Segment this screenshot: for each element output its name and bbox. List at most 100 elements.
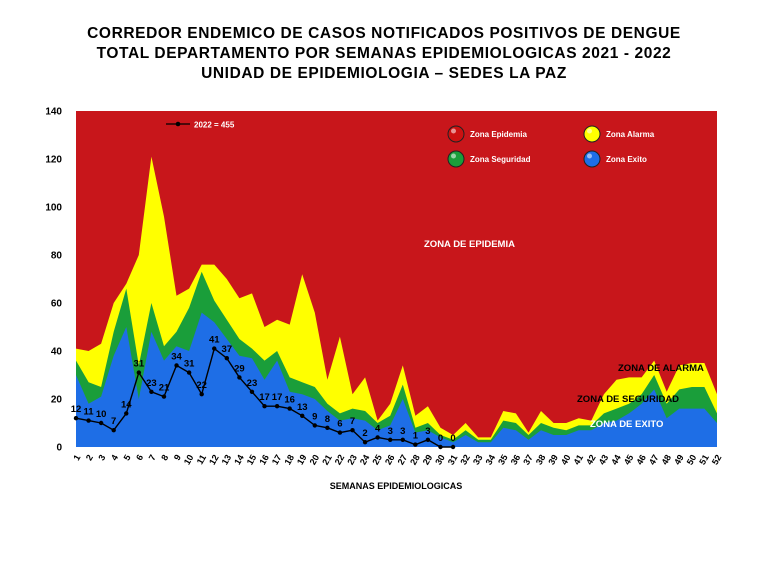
series-legend-label: 2022 = 455 (194, 121, 235, 130)
series-2022-data-label: 0 (450, 433, 455, 444)
x-tick-label: 25 (370, 453, 384, 467)
zone-exito-label: ZONA DE EXITO (590, 419, 663, 430)
title-line-3: UNIDAD DE EPIDEMIOLOGIA – SEDES LA PAZ (201, 65, 567, 82)
series-legend-marker (175, 121, 181, 127)
series-2022-point (199, 392, 204, 397)
series-2022-point (350, 428, 355, 433)
series-2022-point (325, 425, 330, 430)
x-tick-label: 18 (282, 453, 296, 467)
x-tick-label: 16 (257, 453, 271, 467)
series-2022-data-label: 21 (159, 383, 170, 394)
legend-swatch (447, 150, 465, 168)
x-tick-label: 22 (333, 453, 347, 467)
series-2022-point (124, 411, 129, 416)
x-tick-label: 17 (270, 453, 284, 467)
series-2022-point (312, 423, 318, 428)
y-tick-label: 100 (45, 203, 62, 214)
x-tick-label: 12 (207, 453, 221, 467)
series-2022-data-label: 7 (350, 416, 355, 427)
series-2022-point (237, 375, 242, 380)
x-tick-label: 43 (597, 453, 611, 467)
series-2022-point (224, 356, 230, 361)
series-2022-data-label: 4 (375, 423, 381, 434)
series-2022-data-label: 17 (259, 392, 270, 403)
series-2022-data-label: 2 (362, 428, 367, 439)
series-2022-point (86, 418, 91, 423)
chart-title: CORREDOR ENDEMICO DE CASOS NOTIFICADOS P… (0, 24, 768, 84)
legend-item: Zona Alarma (583, 125, 655, 143)
series-2022-data-label: 7 (111, 416, 116, 427)
series-2022-data-label: 37 (222, 344, 233, 355)
series-2022-data-label: 6 (337, 419, 342, 430)
x-tick-label: 26 (383, 453, 397, 467)
plot-area (76, 111, 717, 447)
series-2022-point (262, 404, 267, 409)
series-2022-point (362, 440, 368, 445)
y-tick-label: 140 (45, 107, 62, 118)
series-2022-point (375, 435, 380, 440)
x-tick-label: 28 (408, 453, 422, 467)
series-2022-data-label: 1 (413, 431, 419, 442)
zone-epidemia-label: ZONA DE EPIDEMIA (424, 239, 515, 250)
legend-swatch-shine (451, 128, 456, 134)
x-tick-label: 32 (458, 453, 472, 467)
x-tick-label: 29 (421, 453, 435, 467)
x-tick-label: 40 (559, 453, 573, 467)
legend-label: Zona Exito (606, 155, 647, 164)
x-tick-label: 33 (471, 453, 485, 467)
x-tick-label: 49 (672, 453, 686, 467)
series-2022-data-label: 3 (388, 426, 393, 437)
zone-alarma-label: ZONA DE ALARMA (618, 363, 704, 374)
series-2022-data-label: 11 (84, 407, 95, 418)
legend-swatch (447, 125, 465, 143)
legend-swatch-shine (587, 153, 592, 159)
legend-swatch-shine (451, 153, 456, 159)
series-2022-data-label: 10 (96, 409, 107, 420)
y-tick-label: 40 (51, 347, 63, 358)
series-2022-data-label: 22 (196, 380, 207, 391)
y-tick-label: 120 (45, 155, 62, 166)
x-tick-label: 42 (584, 453, 598, 467)
x-tick-label: 41 (571, 453, 585, 467)
y-tick-label: 80 (51, 251, 63, 262)
series-2022-data-label: 14 (121, 399, 132, 410)
x-tick-label: 35 (496, 453, 510, 467)
x-tick-label: 13 (220, 453, 234, 467)
x-tick-label: 39 (546, 453, 560, 467)
series-2022-point (149, 389, 154, 394)
x-tick-label: 2 (84, 453, 95, 462)
series-2022-point (450, 444, 456, 450)
series-2022-data-label: 8 (325, 414, 330, 425)
series-2022-data-label: 16 (284, 395, 295, 406)
x-tick-label: 5 (122, 453, 133, 462)
series-2022-point (413, 442, 418, 447)
series-2022-point (400, 437, 405, 442)
x-tick-label: 24 (358, 453, 372, 467)
x-tick-label: 52 (710, 453, 724, 467)
x-tick-label: 46 (634, 453, 648, 467)
series-2022-data-label: 3 (400, 426, 405, 437)
x-tick-label: 51 (697, 453, 711, 467)
legend-swatch-shine (587, 128, 592, 134)
x-tick-label: 47 (647, 453, 661, 467)
y-tick-label: 20 (51, 395, 63, 406)
x-tick-label: 37 (521, 453, 535, 467)
series-2022-point (73, 416, 79, 421)
series-2022-data-label: 34 (171, 351, 182, 362)
x-tick-label: 3 (96, 453, 107, 462)
x-tick-label: 7 (147, 453, 158, 462)
series-2022-point (136, 370, 142, 375)
series-2022-point (337, 430, 343, 435)
legend-label: Zona Epidemia (470, 130, 527, 139)
series-2022-data-label: 23 (146, 378, 157, 389)
series-2022-point (249, 389, 255, 394)
series-2022-point (111, 428, 116, 433)
series-2022-point (287, 406, 292, 411)
x-tick-label: 30 (433, 453, 447, 467)
series-2022-point (425, 437, 431, 442)
series-2022-point (274, 404, 280, 409)
x-tick-label: 31 (446, 453, 460, 467)
